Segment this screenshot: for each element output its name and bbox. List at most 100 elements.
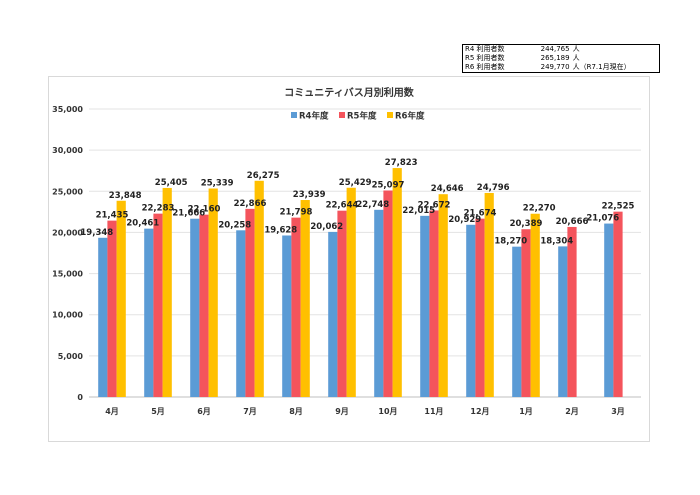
bar <box>374 209 384 397</box>
legend-label: R6年度 <box>395 111 425 122</box>
data-label: 20,666 <box>556 217 589 227</box>
legend-label: R5年度 <box>347 111 377 122</box>
bar-chart: コミュニティバス月別利用数 0 5,000 10,000 15,000 20,000 25… <box>52 86 641 416</box>
data-label: 18,270 <box>494 237 527 247</box>
data-label: 20,258 <box>218 220 251 230</box>
data-label: 22,283 <box>142 204 175 214</box>
x-tick-label: 5月 <box>151 407 165 416</box>
data-label: 25,429 <box>339 178 372 188</box>
bar <box>604 223 614 397</box>
chart-title: コミュニティバス月別利用数 <box>284 86 414 99</box>
data-label: 22,866 <box>234 199 267 209</box>
summary-unit: 人 <box>572 45 580 53</box>
bar <box>530 213 540 397</box>
data-label: 18,304 <box>540 236 573 246</box>
bar <box>98 237 108 397</box>
summary-unit: 人 <box>572 54 580 62</box>
bar <box>153 213 163 397</box>
bar <box>420 215 430 397</box>
data-label: 19,628 <box>264 225 297 235</box>
y-axis: 0 5,000 10,000 15,000 20,000 25,000 30,000 35,0… <box>52 105 83 402</box>
x-tick-label: 1月 <box>519 407 533 416</box>
legend-swatch <box>291 112 297 118</box>
x-tick-label: 11月 <box>424 407 443 416</box>
x-tick-label: 7月 <box>243 407 257 416</box>
bar <box>484 192 494 397</box>
data-label: 22,160 <box>188 205 221 215</box>
summary-table: R4 利用者数 244,765 人 R5 利用者数 265,189 人 R6 利… <box>462 44 660 73</box>
bar <box>521 229 531 397</box>
bar <box>199 214 209 397</box>
summary-label: R5 利用者数 <box>465 54 505 62</box>
data-label: 21,666 <box>172 209 205 219</box>
bar <box>567 226 577 397</box>
legend-swatch <box>387 112 393 118</box>
data-label: 22,270 <box>523 204 556 214</box>
x-tick-label: 4月 <box>105 407 119 416</box>
x-tick-label: 2月 <box>565 407 579 416</box>
bar <box>245 208 255 397</box>
bar <box>291 217 301 397</box>
data-label: 20,389 <box>510 219 543 229</box>
bar <box>190 218 200 397</box>
y-tick-label: 30,000 <box>52 146 83 155</box>
data-label: 22,672 <box>418 200 451 210</box>
data-label: 23,939 <box>293 190 326 200</box>
bar <box>144 228 154 397</box>
bar <box>236 230 246 397</box>
y-tick-label: 5,000 <box>58 352 84 361</box>
data-label: 25,405 <box>155 178 188 188</box>
y-tick-label: 35,000 <box>52 105 83 114</box>
x-tick-label: 8月 <box>289 407 303 416</box>
bar <box>116 200 126 397</box>
chart-area: コミュニティバス月別利用数 0 5,000 10,000 15,000 20,000 25… <box>48 76 650 442</box>
x-axis: 4月 5月 6月 7月 8月 9月 10月 11月 12月 1月 2月 3月 <box>105 407 625 416</box>
data-label: 23,848 <box>109 191 142 201</box>
summary-value: 244,765 <box>540 45 570 53</box>
summary-row: R6 利用者数 249,770 人（R7.1月現在） <box>463 63 660 73</box>
data-label: 22,525 <box>602 202 635 212</box>
x-tick-label: 3月 <box>611 407 625 416</box>
bar <box>254 180 264 397</box>
bar <box>300 200 310 397</box>
bar <box>346 187 356 397</box>
data-label: 21,435 <box>96 211 129 221</box>
bars <box>98 168 623 397</box>
bar <box>558 246 568 397</box>
data-label: 27,823 <box>385 158 418 168</box>
bar <box>392 168 402 397</box>
data-label: 25,339 <box>201 178 234 188</box>
y-tick-label: 15,000 <box>52 270 83 279</box>
summary-label: R4 利用者数 <box>465 45 505 53</box>
data-label: 21,798 <box>280 208 313 218</box>
legend-swatch <box>339 112 345 118</box>
summary-row: R5 利用者数 265,189 人 <box>463 54 660 63</box>
y-tick-label: 20,000 <box>52 228 83 237</box>
bar <box>328 231 338 397</box>
summary-value: 265,189 <box>540 54 570 62</box>
x-tick-label: 10月 <box>378 407 397 416</box>
data-labels: 19,348 21,435 23,848 20,461 22,283 25,405 21,6… <box>80 158 634 247</box>
bar <box>466 224 476 397</box>
bar <box>383 190 393 397</box>
data-label: 21,674 <box>464 209 497 219</box>
bar <box>107 220 117 397</box>
bar <box>429 210 439 397</box>
data-label: 21,076 <box>586 214 619 224</box>
bar <box>438 194 448 397</box>
bar <box>512 246 522 397</box>
summary-label: R6 利用者数 <box>465 63 505 71</box>
y-tick-label: 10,000 <box>52 311 83 320</box>
legend: R4年度 R5年度 R6年度 <box>291 111 425 122</box>
data-label: 20,062 <box>310 222 343 232</box>
data-label: 25,097 <box>372 180 405 190</box>
bar <box>613 211 623 397</box>
data-label: 24,646 <box>431 184 464 194</box>
bar <box>282 235 292 397</box>
bar <box>208 188 218 397</box>
summary-value: 249,770 <box>540 63 570 71</box>
data-label: 20,929 <box>448 215 481 225</box>
x-tick-label: 6月 <box>197 407 211 416</box>
y-tick-label: 0 <box>77 393 83 402</box>
bar <box>162 187 172 397</box>
